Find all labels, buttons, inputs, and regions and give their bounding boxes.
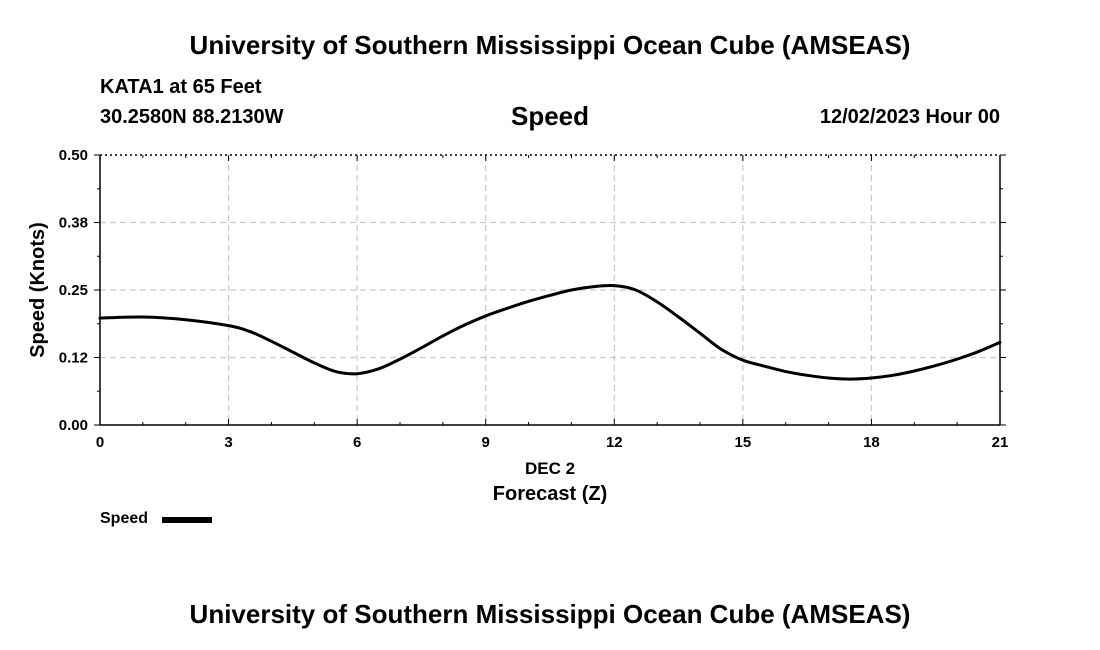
series-line-speed bbox=[98, 284, 1002, 381]
x-tick-label: 9 bbox=[482, 434, 490, 451]
station-name: KATA1 at 65 Feet bbox=[100, 76, 262, 98]
footer-title: University of Southern Mississippi Ocean… bbox=[189, 599, 911, 629]
x-tick-label: 0 bbox=[96, 434, 104, 451]
y-tick-label: 0.00 bbox=[59, 417, 88, 434]
x-tick-label: 12 bbox=[606, 434, 623, 451]
legend-label: Speed bbox=[100, 510, 149, 527]
forecast-datetime: 12/02/2023 Hour 00 bbox=[819, 106, 1000, 128]
y-tick-label: 0.25 bbox=[59, 282, 88, 299]
x-tick-label: 21 bbox=[992, 434, 1009, 451]
x-axis-title: Forecast (Z) bbox=[493, 483, 607, 505]
y-axis-title: Speed (Knots) bbox=[27, 222, 49, 358]
legend-swatch bbox=[162, 517, 212, 523]
header-title: University of Southern Mississippi Ocean… bbox=[189, 30, 911, 60]
grid-lines bbox=[100, 155, 1000, 425]
chart-title: Speed bbox=[510, 101, 590, 131]
y-tick-label: 0.50 bbox=[59, 147, 88, 164]
x-tick-label: 3 bbox=[224, 434, 232, 451]
x-tick-label: 6 bbox=[353, 434, 361, 451]
x-tick-label: 15 bbox=[735, 434, 752, 451]
station-coords: 30.2580N 88.2130W bbox=[100, 106, 284, 128]
axis-labels: 0 3 6 9 12 15 18 21 0.00 0.12 0.25 0.38 0.50 DEC 2 For… bbox=[27, 147, 1008, 505]
x-tick-label: 18 bbox=[863, 434, 880, 451]
y-tick-label: 0.38 bbox=[59, 215, 88, 232]
y-tick-label: 0.12 bbox=[59, 350, 88, 367]
axes bbox=[94, 154, 1006, 426]
series-layer bbox=[98, 284, 1002, 381]
x-axis-date-label: DEC 2 bbox=[525, 459, 575, 478]
